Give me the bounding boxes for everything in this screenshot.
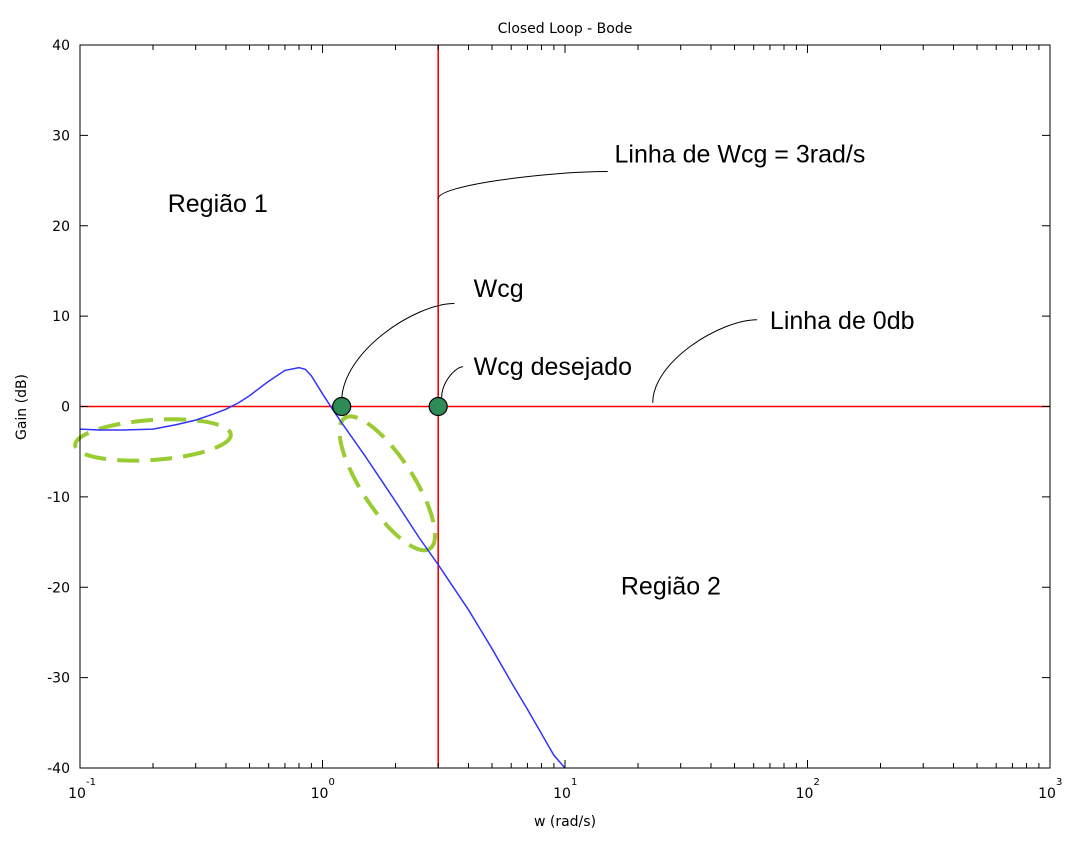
x-tick-label: 10	[68, 786, 86, 802]
x-tick-exponent: 1	[571, 777, 577, 788]
annotation-pointer	[652, 319, 758, 403]
x-tick-exponent: 0	[329, 777, 335, 788]
gain-curve	[79, 366, 566, 769]
annotation-label: Região 2	[621, 572, 721, 600]
x-axis-label: w (rad/s)	[534, 814, 596, 830]
annotation-label: Wcg desejado	[474, 353, 632, 381]
y-tick-label: 20	[52, 219, 70, 235]
y-tick-label: -10	[47, 490, 70, 506]
y-axis-label: Gain (dB)	[14, 374, 30, 440]
annotation-pointer	[341, 302, 455, 402]
annotation-pointer	[437, 171, 608, 199]
x-tick-label: 10	[311, 786, 329, 802]
annotation-label: Wcg	[474, 275, 524, 303]
y-tick-label: -30	[47, 671, 70, 687]
x-tick-label: 10	[796, 786, 814, 802]
annotation-label: Região 1	[168, 190, 268, 218]
crossover-marker	[332, 396, 352, 417]
x-tick-label: 10	[1038, 786, 1056, 802]
x-tick-exponent: 2	[814, 777, 820, 788]
y-tick-label: 30	[52, 128, 70, 144]
annotation-label: Linha de 0db	[770, 307, 915, 335]
x-tick-exponent: 3	[1056, 777, 1062, 788]
annotation-label: Linha de Wcg = 3rad/s	[614, 140, 865, 168]
crossover-marker	[428, 396, 448, 417]
y-tick-label: -40	[47, 761, 70, 777]
highlight-ellipse	[73, 417, 233, 463]
chart-title: Closed Loop - Bode	[498, 21, 633, 37]
y-tick-label: 10	[52, 309, 70, 325]
y-tick-label: -20	[47, 580, 70, 596]
x-tick-label: 10	[553, 786, 571, 802]
highlight-ellipse	[337, 414, 438, 553]
x-tick-exponent: -1	[86, 777, 96, 788]
y-tick-label: 0	[61, 400, 70, 416]
y-tick-label: 40	[52, 38, 70, 54]
annotation-pointer	[441, 366, 464, 398]
